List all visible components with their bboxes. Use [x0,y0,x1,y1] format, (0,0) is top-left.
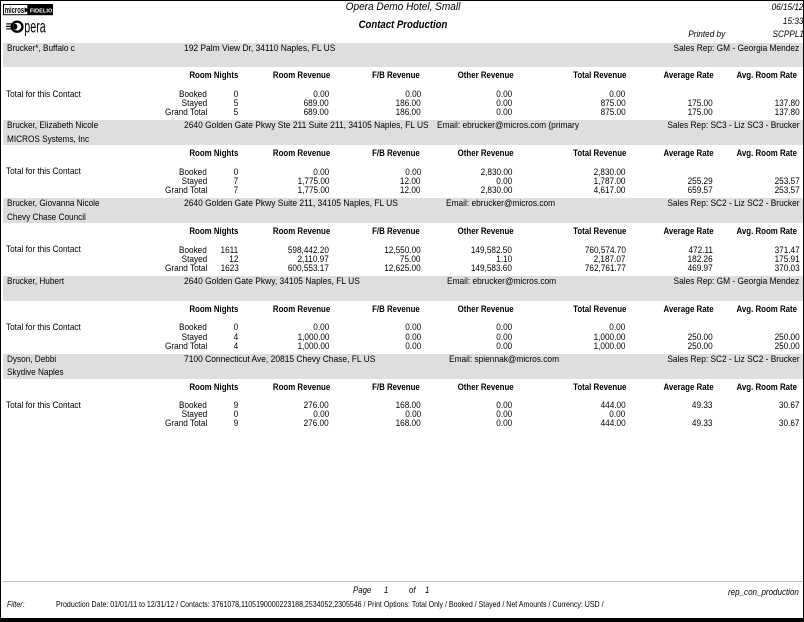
svg-text:FIDELIO: FIDELIO [30,8,53,14]
svg-text:micros: micros [5,4,24,15]
svg-text:pera: pera [24,18,46,37]
